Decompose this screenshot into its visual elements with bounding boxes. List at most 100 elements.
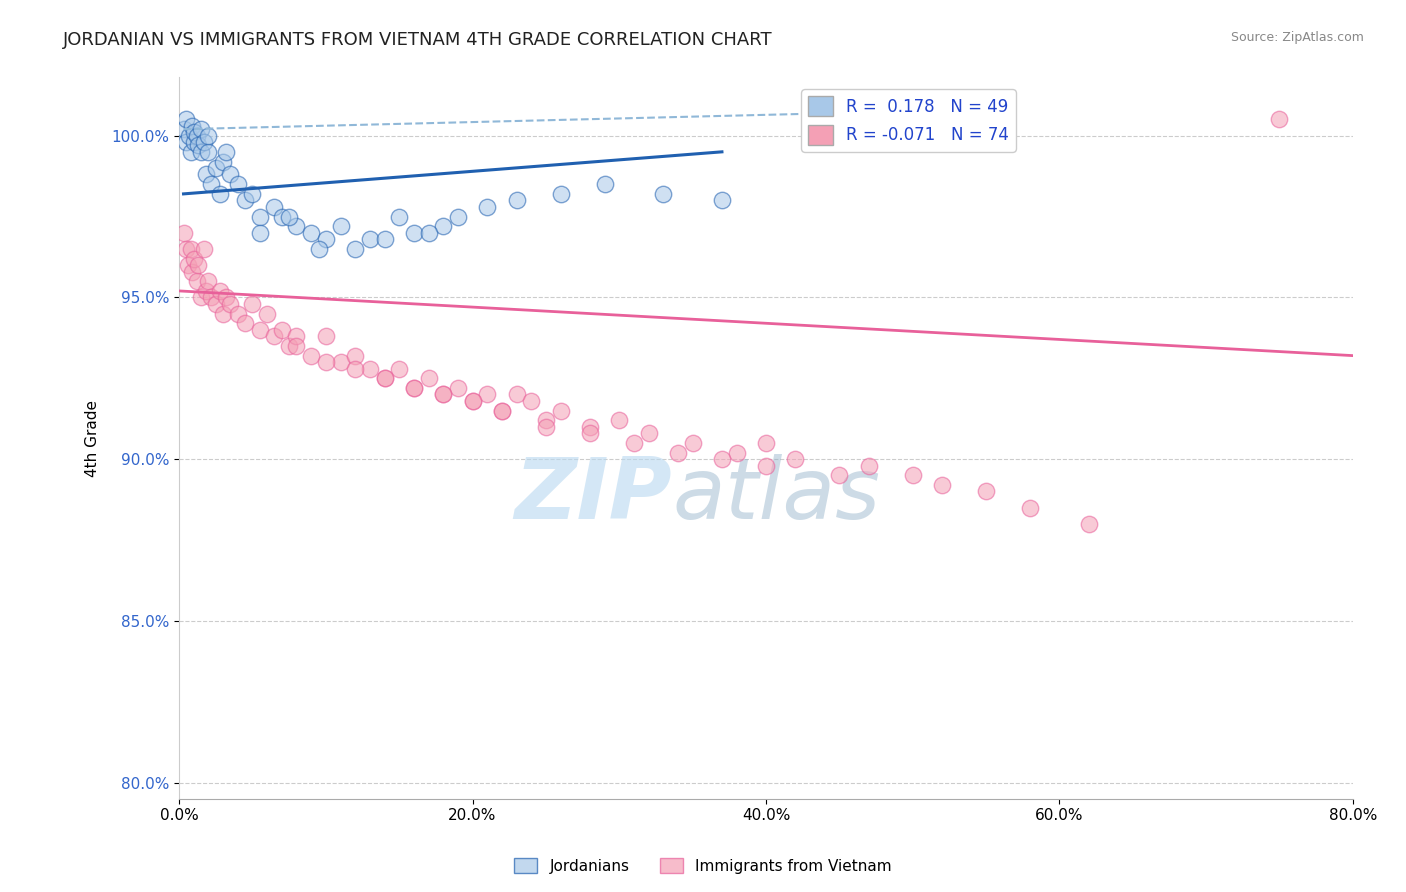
- Point: [755, 458, 778, 473]
- Point: [197, 274, 219, 288]
- Point: [710, 452, 733, 467]
- Point: [491, 403, 513, 417]
- Point: [607, 413, 630, 427]
- Point: [477, 387, 499, 401]
- Point: [226, 177, 249, 191]
- Point: [212, 154, 235, 169]
- Point: [402, 381, 425, 395]
- Point: [666, 445, 689, 459]
- Point: [388, 210, 411, 224]
- Point: [344, 361, 367, 376]
- Point: [285, 339, 308, 353]
- Point: [652, 186, 675, 201]
- Point: [183, 135, 205, 149]
- Point: [278, 210, 301, 224]
- Point: [299, 349, 322, 363]
- Point: [534, 413, 557, 427]
- Point: [432, 387, 454, 401]
- Point: [256, 307, 278, 321]
- Point: [249, 226, 271, 240]
- Point: [179, 128, 201, 143]
- Point: [491, 403, 513, 417]
- Point: [194, 168, 217, 182]
- Point: [388, 361, 411, 376]
- Point: [173, 226, 195, 240]
- Point: [285, 219, 308, 234]
- Point: [181, 264, 204, 278]
- Point: [200, 290, 222, 304]
- Point: [418, 371, 440, 385]
- Point: [505, 194, 527, 208]
- Point: [373, 371, 395, 385]
- Point: [193, 242, 215, 256]
- Point: [176, 135, 198, 149]
- Point: [623, 436, 645, 450]
- Point: [209, 186, 232, 201]
- Point: [477, 200, 499, 214]
- Point: [858, 458, 880, 473]
- Point: [447, 381, 470, 395]
- Point: [901, 468, 924, 483]
- Point: [219, 297, 242, 311]
- Point: [579, 419, 602, 434]
- Point: [204, 297, 226, 311]
- Point: [710, 194, 733, 208]
- Point: [461, 393, 484, 408]
- Point: [186, 274, 208, 288]
- Point: [432, 387, 454, 401]
- Point: [263, 329, 285, 343]
- Point: [432, 219, 454, 234]
- Point: [344, 242, 367, 256]
- Point: [682, 436, 704, 450]
- Point: [183, 252, 205, 266]
- Point: [233, 194, 256, 208]
- Point: [285, 329, 308, 343]
- Point: [359, 232, 381, 246]
- Point: [197, 128, 219, 143]
- Y-axis label: 4th Grade: 4th Grade: [86, 400, 100, 476]
- Point: [190, 122, 212, 136]
- Point: [193, 135, 215, 149]
- Point: [187, 258, 209, 272]
- Point: [329, 219, 352, 234]
- Point: [204, 161, 226, 175]
- Point: [329, 355, 352, 369]
- Point: [974, 484, 997, 499]
- Point: [233, 316, 256, 330]
- Point: [308, 242, 330, 256]
- Point: [194, 284, 217, 298]
- Point: [176, 112, 198, 127]
- Point: [315, 329, 337, 343]
- Point: [299, 226, 322, 240]
- Point: [373, 232, 395, 246]
- Point: [190, 145, 212, 159]
- Point: [215, 290, 238, 304]
- Point: [226, 307, 249, 321]
- Point: [593, 177, 616, 191]
- Point: [200, 177, 222, 191]
- Point: [402, 381, 425, 395]
- Point: [1019, 500, 1042, 515]
- Point: [344, 349, 367, 363]
- Point: [209, 284, 232, 298]
- Point: [176, 242, 198, 256]
- Point: [315, 355, 337, 369]
- Point: [550, 403, 572, 417]
- Point: [215, 145, 238, 159]
- Text: JORDANIAN VS IMMIGRANTS FROM VIETNAM 4TH GRADE CORRELATION CHART: JORDANIAN VS IMMIGRANTS FROM VIETNAM 4TH…: [63, 31, 773, 49]
- Point: [249, 323, 271, 337]
- Point: [180, 145, 202, 159]
- Point: [505, 387, 527, 401]
- Point: [270, 323, 292, 337]
- Point: [931, 478, 953, 492]
- Point: [181, 119, 204, 133]
- Point: [186, 128, 208, 143]
- Point: [180, 242, 202, 256]
- Point: [1268, 112, 1291, 127]
- Point: [183, 125, 205, 139]
- Point: [359, 361, 381, 376]
- Point: [534, 419, 557, 434]
- Point: [190, 290, 212, 304]
- Point: [637, 426, 659, 441]
- Legend: Jordanians, Immigrants from Vietnam: Jordanians, Immigrants from Vietnam: [508, 852, 898, 880]
